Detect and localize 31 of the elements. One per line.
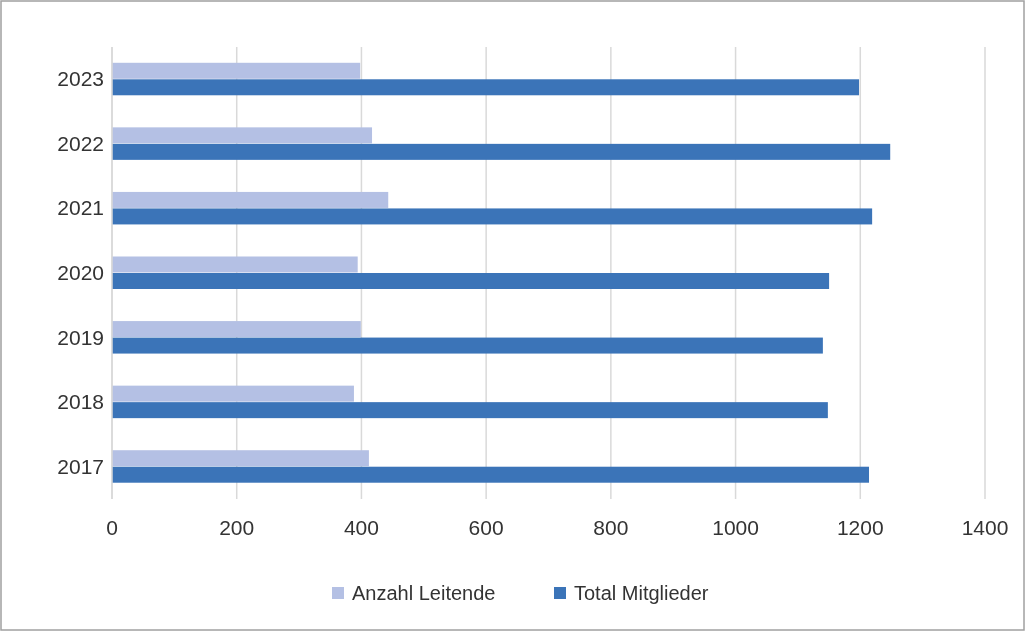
bar bbox=[112, 256, 358, 273]
x-tick-label: 800 bbox=[593, 516, 629, 539]
x-tick-label: 600 bbox=[468, 516, 504, 539]
x-tick-label: 0 bbox=[106, 516, 118, 539]
bar bbox=[112, 337, 823, 354]
y-tick-label: 2017 bbox=[57, 454, 104, 478]
bar bbox=[112, 79, 860, 96]
x-tick-label: 200 bbox=[219, 516, 255, 539]
bar bbox=[112, 127, 373, 144]
legend-label: Total Mitglieder bbox=[574, 582, 709, 604]
y-tick-label: 2022 bbox=[57, 131, 104, 155]
bar bbox=[112, 191, 389, 208]
bar bbox=[112, 321, 361, 338]
legend-label: Anzahl Leitende bbox=[352, 582, 496, 604]
x-tick-label: 1200 bbox=[836, 516, 884, 539]
x-tick-label: 1400 bbox=[961, 516, 1009, 539]
y-tick-label: 2021 bbox=[57, 196, 104, 220]
y-tick-label: 2020 bbox=[57, 261, 104, 284]
bar bbox=[112, 450, 369, 467]
bar bbox=[112, 208, 873, 225]
x-tick-label: 400 bbox=[343, 516, 379, 539]
bar bbox=[112, 402, 828, 419]
y-tick-label: 2023 bbox=[57, 67, 104, 91]
y-tick-label: 2019 bbox=[57, 325, 104, 349]
bar bbox=[112, 143, 891, 160]
bar bbox=[112, 62, 361, 79]
y-tick-label: 2018 bbox=[57, 390, 104, 414]
bar bbox=[112, 385, 354, 402]
bar bbox=[112, 273, 830, 289]
x-tick-label: 1000 bbox=[712, 516, 759, 539]
bar bbox=[112, 466, 870, 483]
